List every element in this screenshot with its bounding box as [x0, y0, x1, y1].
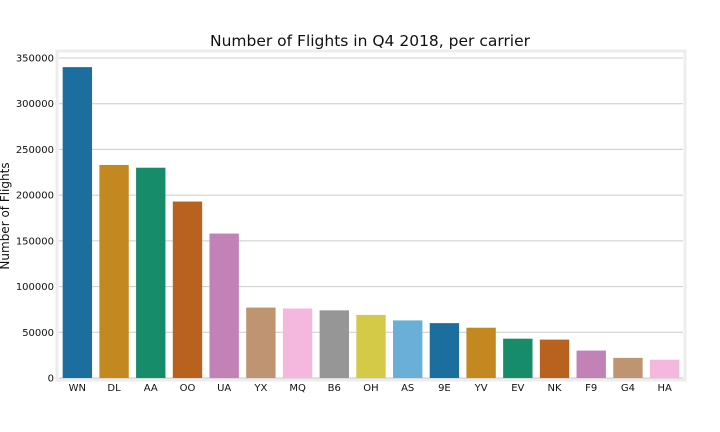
y-tick-label: 200000 [16, 191, 54, 202]
bar-oh [356, 314, 386, 378]
bar-nk [539, 339, 570, 378]
x-tick-label: DL [107, 383, 121, 394]
x-tick-label: B6 [328, 383, 341, 394]
bar-wn [62, 67, 93, 379]
x-tick-label: F9 [585, 383, 597, 394]
y-axis-label: Number of Flights [0, 162, 12, 269]
x-tick-label: OO [180, 383, 196, 394]
y-tick-label: 100000 [16, 282, 54, 293]
y-tick-label: 250000 [16, 145, 54, 156]
bar-yx [246, 307, 276, 378]
bar-ua [209, 233, 239, 378]
y-tick-label: 350000 [16, 54, 54, 65]
x-tick-label: YX [253, 383, 267, 394]
y-tick-label: 300000 [16, 99, 54, 110]
x-tick-label: MQ [289, 383, 306, 394]
x-tick-label: HA [657, 383, 672, 394]
x-tick-label: WN [69, 383, 86, 394]
bar-b6 [319, 310, 349, 378]
bar-9e [429, 323, 460, 378]
bar-g4 [613, 357, 643, 378]
x-tick-label: NK [548, 383, 562, 394]
bar-oo [172, 201, 203, 378]
bars [62, 67, 680, 379]
bar-ev [503, 338, 533, 378]
x-tick-label: AS [401, 383, 414, 394]
x-tick-label: OH [363, 383, 378, 394]
bar-ha [649, 359, 680, 378]
y-tick-label: 0 [48, 374, 54, 385]
bar-yv [466, 327, 496, 378]
y-tick-label: 150000 [16, 236, 54, 247]
bar-as [393, 320, 423, 378]
x-tick-label: 9E [438, 383, 451, 394]
y-tick-label: 50000 [22, 328, 54, 339]
x-tick-label: YV [474, 383, 488, 394]
x-tick-label: UA [217, 383, 231, 394]
y-tick-labels: 0 50000 100000 150000 200000 250000 300000 3500… [16, 54, 54, 385]
bar-aa [136, 167, 166, 378]
x-tick-label: G4 [621, 383, 635, 394]
x-tick-labels: WN DL AA OO UA YX MQ B6 OH AS 9E YV EV NK F9 G4 HA [69, 383, 672, 394]
chart-title: Number of Flights in Q4 2018, per carrie… [210, 32, 531, 50]
x-tick-label: AA [144, 383, 158, 394]
bar-dl [99, 164, 129, 378]
bar-f9 [576, 350, 606, 378]
x-tick-label: EV [511, 383, 524, 394]
bar-mq [282, 308, 313, 378]
